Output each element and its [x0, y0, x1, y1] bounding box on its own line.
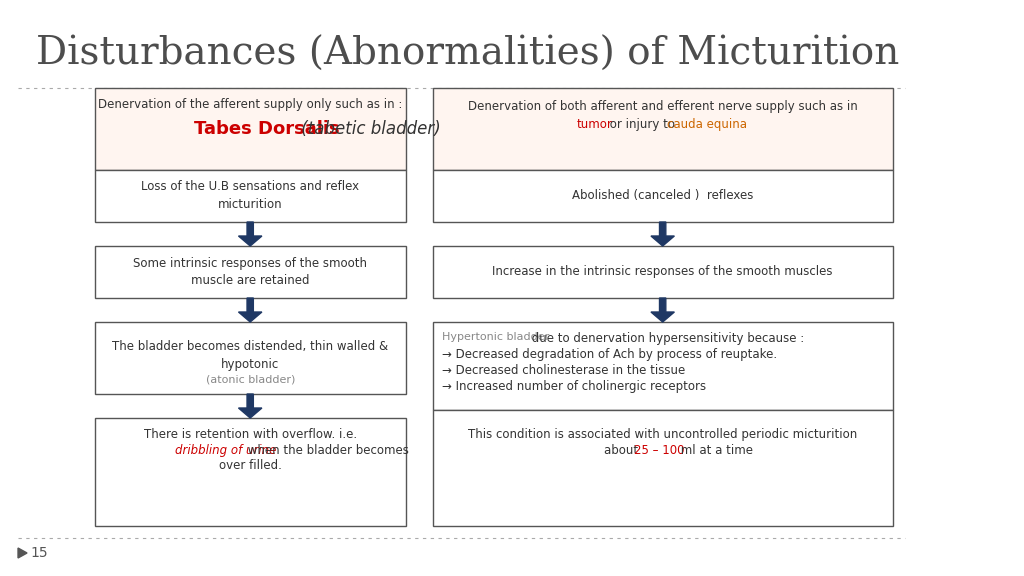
Text: (atonic bladder): (atonic bladder) — [206, 374, 295, 384]
Text: (tabetic bladder): (tabetic bladder) — [296, 120, 441, 138]
FancyBboxPatch shape — [433, 410, 893, 526]
Text: due to denervation hypersensitivity because :: due to denervation hypersensitivity beca… — [528, 332, 805, 345]
FancyBboxPatch shape — [94, 246, 406, 298]
Text: cauda equina: cauda equina — [668, 118, 748, 131]
Text: Loss of the U.B sensations and reflex
micturition: Loss of the U.B sensations and reflex mi… — [141, 180, 359, 211]
Text: Hypertonic bladder: Hypertonic bladder — [441, 332, 549, 342]
Text: This condition is associated with uncontrolled periodic micturition: This condition is associated with uncont… — [468, 428, 857, 441]
Text: or injury to: or injury to — [606, 118, 679, 131]
Text: → Increased number of cholinergic receptors: → Increased number of cholinergic recept… — [441, 380, 706, 393]
FancyBboxPatch shape — [433, 322, 893, 410]
FancyBboxPatch shape — [94, 88, 406, 170]
FancyBboxPatch shape — [433, 170, 893, 222]
Text: There is retention with overflow. i.e.: There is retention with overflow. i.e. — [143, 428, 356, 441]
Text: Disturbances (Abnormalities) of Micturition: Disturbances (Abnormalities) of Micturit… — [36, 36, 899, 73]
Text: ml at a time: ml at a time — [677, 444, 753, 457]
Text: Some intrinsic responses of the smooth
muscle are retained: Some intrinsic responses of the smooth m… — [133, 256, 368, 287]
Text: Increase in the intrinsic responses of the smooth muscles: Increase in the intrinsic responses of t… — [493, 266, 833, 279]
Polygon shape — [239, 394, 262, 418]
Polygon shape — [651, 222, 675, 246]
Text: over filled.: over filled. — [219, 459, 282, 472]
FancyBboxPatch shape — [433, 246, 893, 298]
Text: 15: 15 — [31, 546, 48, 560]
FancyBboxPatch shape — [94, 418, 406, 526]
Text: Abolished (canceled )  reflexes: Abolished (canceled ) reflexes — [572, 190, 754, 203]
Text: when the bladder becomes: when the bladder becomes — [244, 444, 409, 457]
Text: Tabes Dorsalis: Tabes Dorsalis — [195, 120, 340, 138]
Polygon shape — [239, 298, 262, 322]
Polygon shape — [651, 298, 675, 322]
Text: about: about — [604, 444, 642, 457]
Polygon shape — [239, 222, 262, 246]
FancyBboxPatch shape — [94, 170, 406, 222]
Text: → Decreased cholinesterase in the tissue: → Decreased cholinesterase in the tissue — [441, 364, 685, 377]
Text: The bladder becomes distended, thin walled &
hypotonic: The bladder becomes distended, thin wall… — [112, 340, 388, 371]
Text: Denervation of both afferent and efferent nerve supply such as in: Denervation of both afferent and efferen… — [468, 100, 857, 113]
Text: tumor: tumor — [577, 118, 613, 131]
Text: Denervation of the afferent supply only such as in :: Denervation of the afferent supply only … — [98, 98, 402, 111]
Text: → Decreased degradation of Ach by process of reuptake.: → Decreased degradation of Ach by proces… — [441, 348, 777, 361]
FancyBboxPatch shape — [433, 88, 893, 170]
Text: dribbling of urine: dribbling of urine — [175, 444, 276, 457]
Polygon shape — [18, 548, 27, 558]
FancyBboxPatch shape — [94, 322, 406, 394]
Text: 25 – 100: 25 – 100 — [634, 444, 684, 457]
